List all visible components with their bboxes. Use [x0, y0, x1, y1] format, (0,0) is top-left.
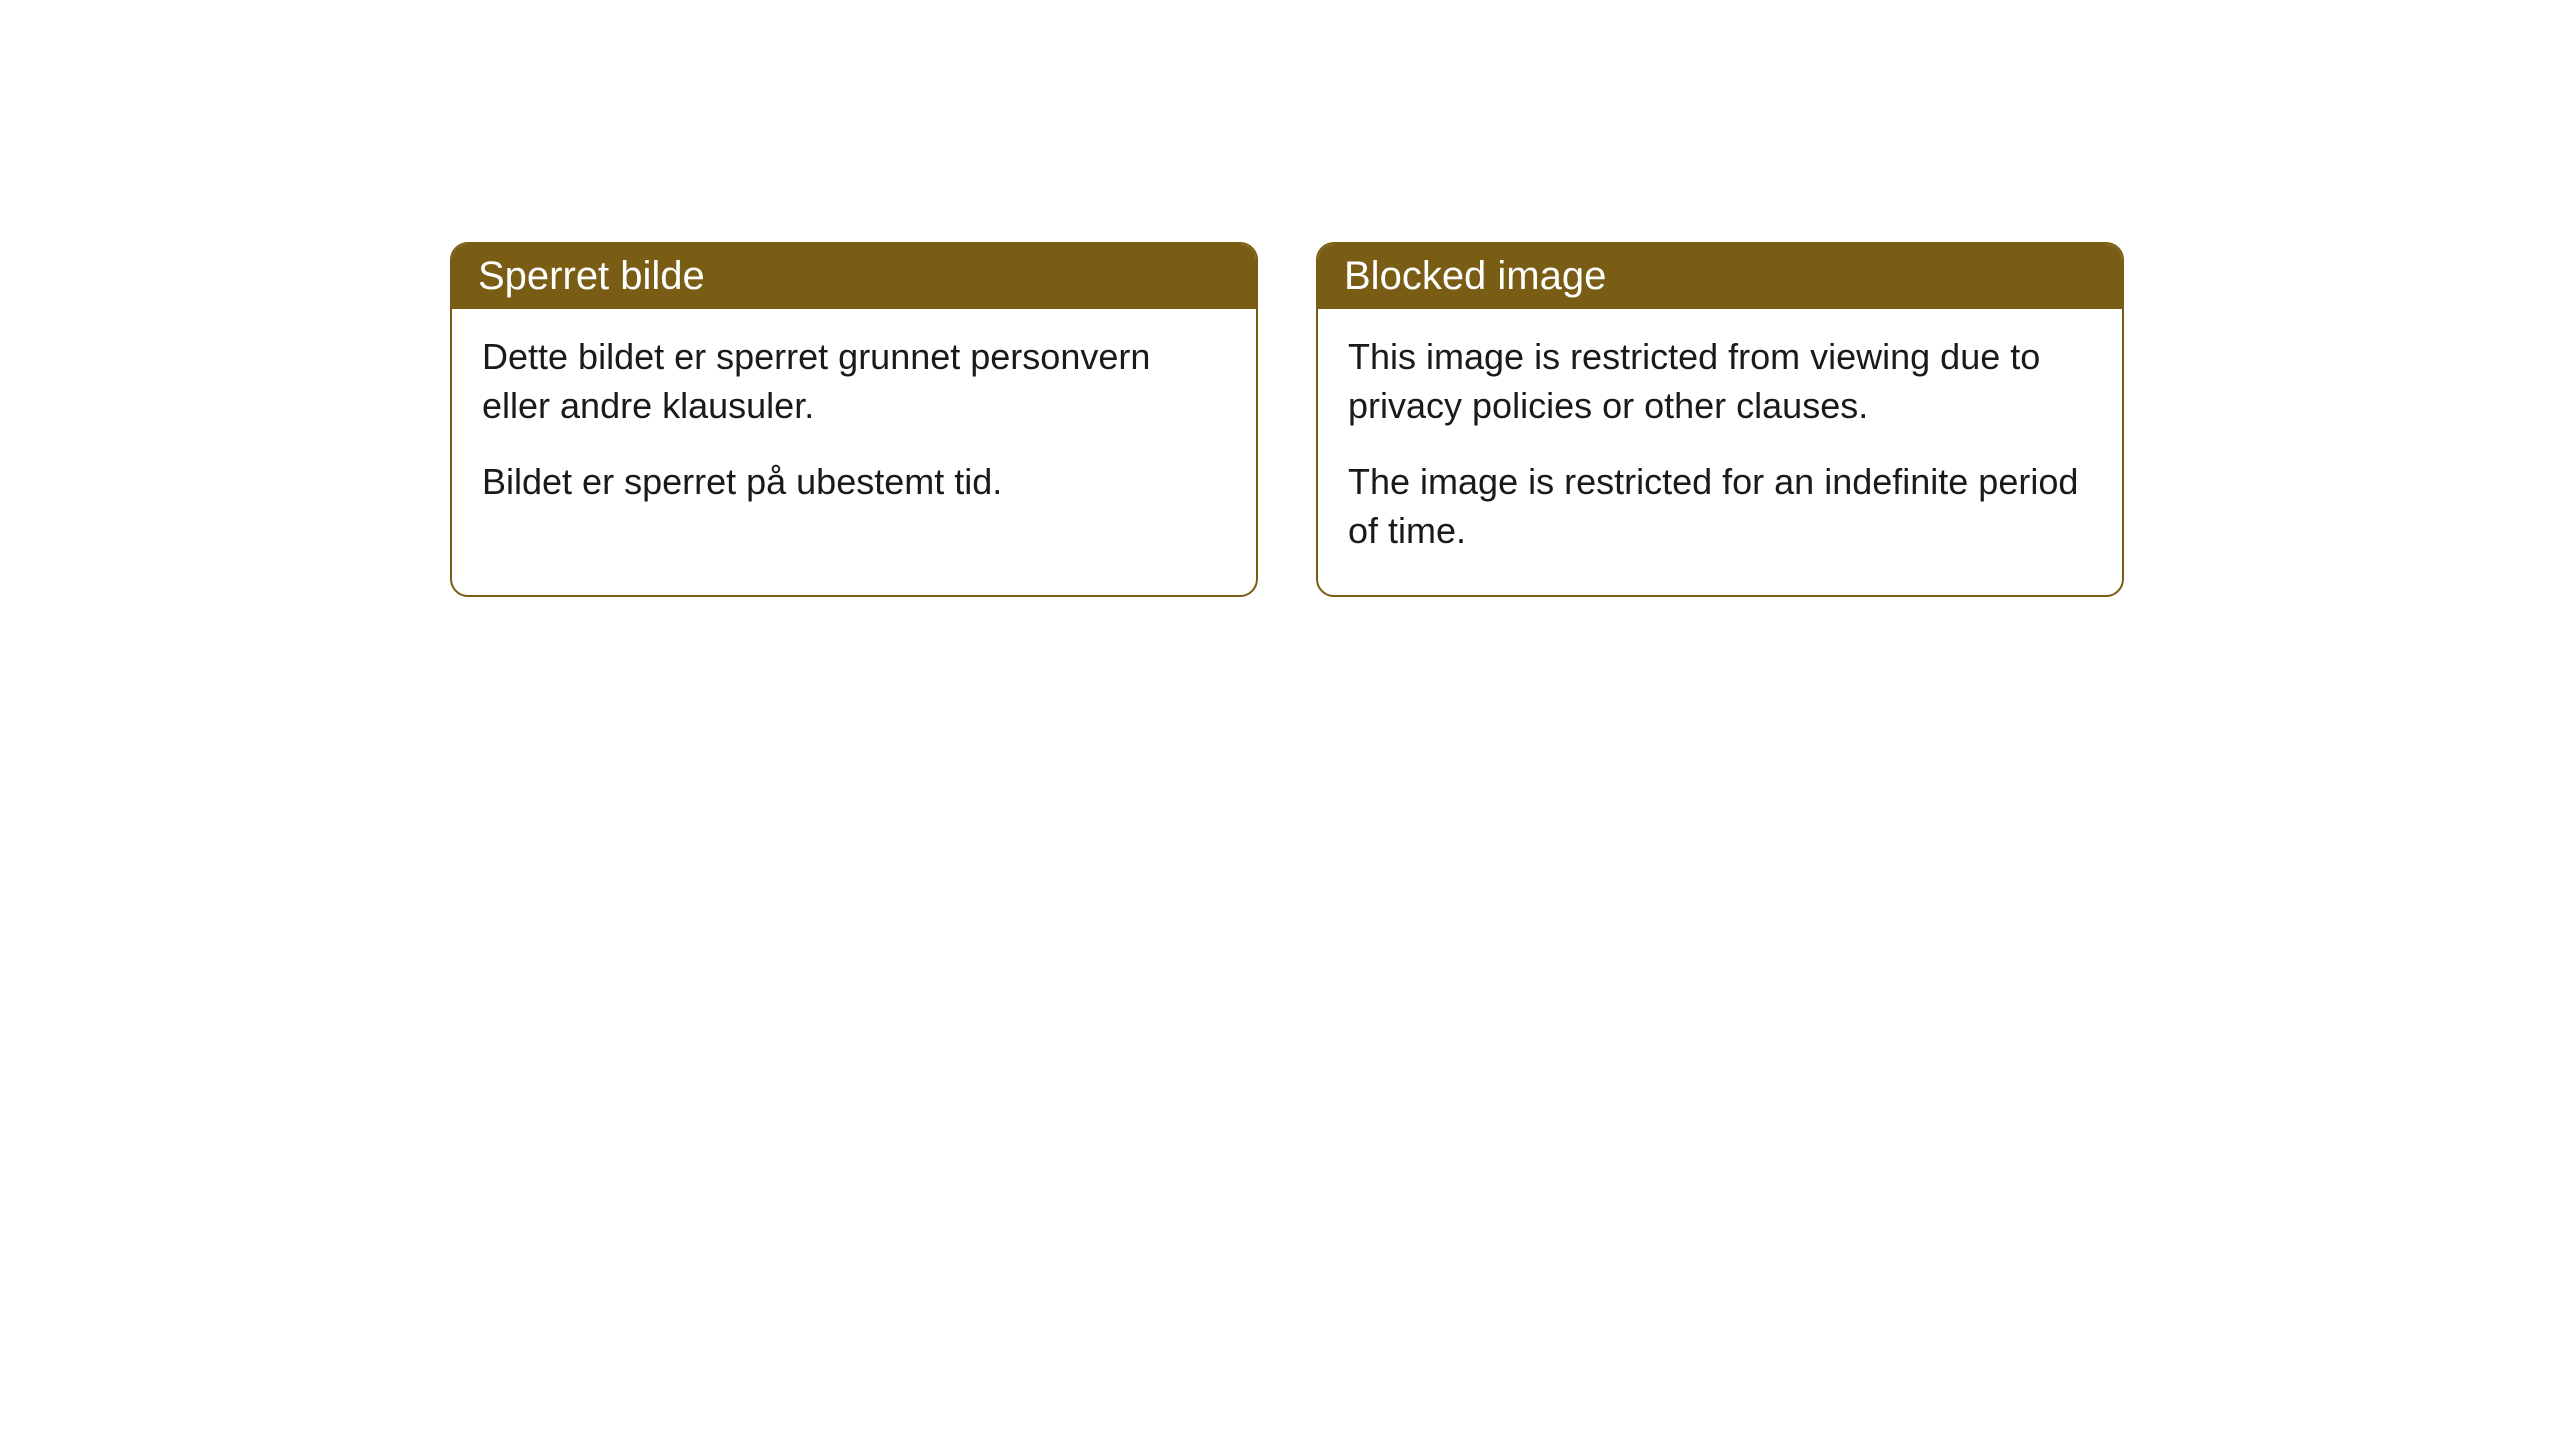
card-paragraph: The image is restricted for an indefinit… — [1348, 458, 2092, 555]
notice-cards-container: Sperret bilde Dette bildet er sperret gr… — [450, 242, 2124, 597]
card-body: This image is restricted from viewing du… — [1318, 309, 2122, 595]
card-title: Sperret bilde — [478, 254, 705, 298]
card-body: Dette bildet er sperret grunnet personve… — [452, 309, 1256, 547]
card-paragraph: This image is restricted from viewing du… — [1348, 333, 2092, 430]
card-paragraph: Dette bildet er sperret grunnet personve… — [482, 333, 1226, 430]
notice-card-norwegian: Sperret bilde Dette bildet er sperret gr… — [450, 242, 1258, 597]
card-title: Blocked image — [1344, 254, 1606, 298]
card-header: Sperret bilde — [452, 244, 1256, 309]
notice-card-english: Blocked image This image is restricted f… — [1316, 242, 2124, 597]
card-paragraph: Bildet er sperret på ubestemt tid. — [482, 458, 1226, 507]
card-header: Blocked image — [1318, 244, 2122, 309]
